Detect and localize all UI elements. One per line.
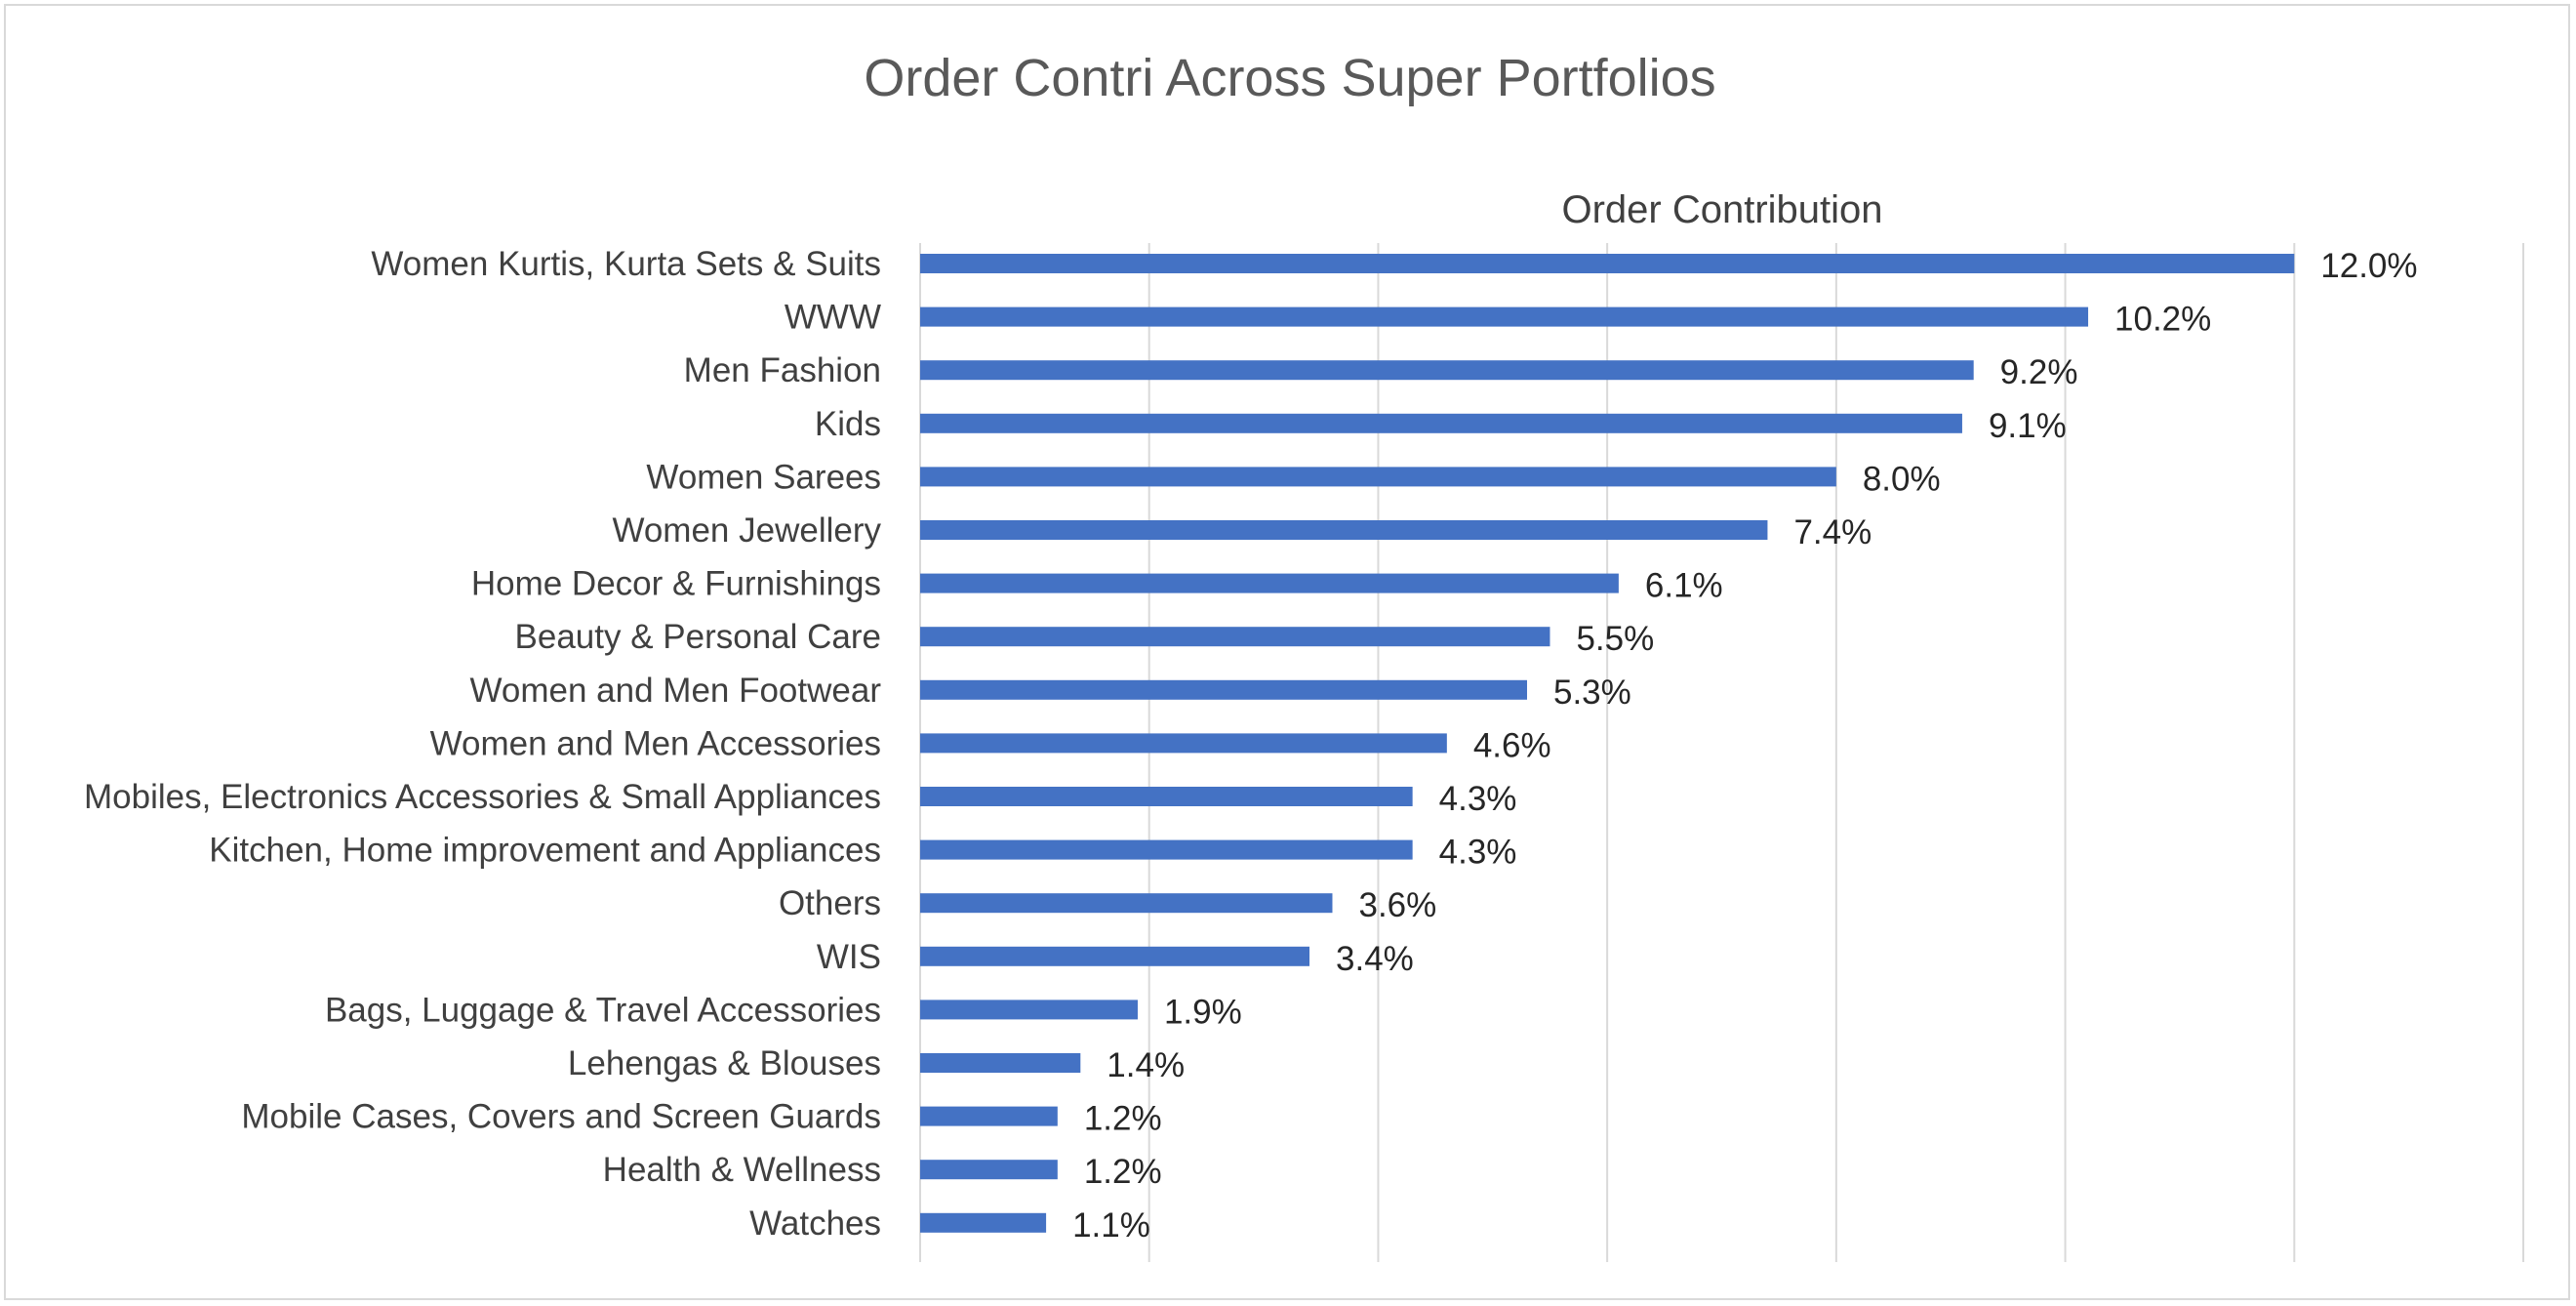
data-label: 1.2% — [1084, 1153, 1162, 1191]
data-label: 5.5% — [1576, 620, 1654, 658]
bar — [920, 467, 1836, 487]
category-label: Mobile Cases, Covers and Screen Guards — [241, 1098, 881, 1136]
category-label: Lehengas & Blouses — [568, 1044, 881, 1082]
data-label: 4.3% — [1439, 780, 1517, 818]
category-label: Women Jewellery — [612, 511, 881, 550]
category-label: Watches — [749, 1204, 881, 1243]
bar — [920, 1000, 1138, 1020]
data-label: 4.3% — [1439, 834, 1517, 872]
chart-title: Order Contri Across Super Portfolios — [864, 49, 1715, 107]
bar — [920, 254, 2295, 273]
bar — [920, 306, 2089, 327]
category-label: Beauty & Personal Care — [515, 618, 881, 656]
bar-chart: Order Contri Across Super Portfolios Ord… — [84, 49, 2524, 1262]
category-label: Others — [779, 884, 881, 922]
category-label: Women Kurtis, Kurta Sets & Suits — [371, 245, 881, 283]
category-label: WIS — [817, 938, 881, 976]
bar — [920, 1160, 1058, 1180]
bar — [920, 893, 1333, 914]
bar — [920, 520, 1768, 540]
data-label: 5.3% — [1553, 673, 1631, 712]
data-label: 8.0% — [1863, 460, 1941, 498]
data-label: 1.9% — [1164, 993, 1242, 1031]
data-label: 9.1% — [1989, 407, 2067, 445]
data-label: 1.1% — [1072, 1206, 1150, 1245]
bar — [920, 1053, 1081, 1073]
bars — [920, 254, 2295, 1233]
bar — [920, 573, 1619, 593]
category-label: Bags, Luggage & Travel Accessories — [325, 991, 881, 1029]
bar — [920, 413, 1962, 433]
bar — [920, 946, 1310, 966]
bar — [920, 839, 1413, 860]
bar — [920, 787, 1413, 806]
bar — [920, 733, 1447, 754]
category-label: Health & Wellness — [603, 1151, 881, 1189]
bar — [920, 1106, 1058, 1126]
data-label: 10.2% — [2114, 301, 2211, 339]
bar — [920, 627, 1550, 647]
bar — [920, 679, 1527, 700]
category-label: Kids — [815, 405, 881, 443]
category-label: Women Sarees — [646, 458, 881, 496]
data-label: 3.6% — [1358, 886, 1436, 924]
data-label: 6.1% — [1645, 567, 1723, 605]
bar — [920, 360, 1974, 381]
data-label: 12.0% — [2320, 247, 2417, 285]
category-label: Kitchen, Home improvement and Appliances — [209, 832, 881, 870]
category-label: WWW — [785, 299, 881, 337]
data-label: 1.2% — [1084, 1100, 1162, 1138]
data-label: 1.4% — [1107, 1046, 1185, 1084]
data-label: 9.2% — [2000, 353, 2078, 391]
data-label: 4.6% — [1473, 726, 1551, 764]
series-title: Order Contribution — [1561, 188, 1882, 231]
data-labels: 12.0%10.2%9.2%9.1%8.0%7.4%6.1%5.5%5.3%4.… — [1072, 247, 2417, 1245]
category-label: Women and Men Footwear — [469, 672, 881, 710]
bar — [920, 1212, 1047, 1233]
category-labels: Women Kurtis, Kurta Sets & Suits WWW Men F… — [84, 245, 882, 1243]
category-label: Women and Men Accessories — [430, 724, 881, 762]
category-label: Mobiles, Electronics Accessories & Small… — [84, 778, 881, 816]
category-label: Home Decor & Furnishings — [471, 565, 881, 603]
data-label: 7.4% — [1793, 513, 1872, 551]
data-label: 3.4% — [1336, 940, 1414, 978]
chart-frame: Order Contri Across Super Portfolios Ord… — [4, 4, 2570, 1300]
category-label: Men Fashion — [684, 351, 881, 389]
